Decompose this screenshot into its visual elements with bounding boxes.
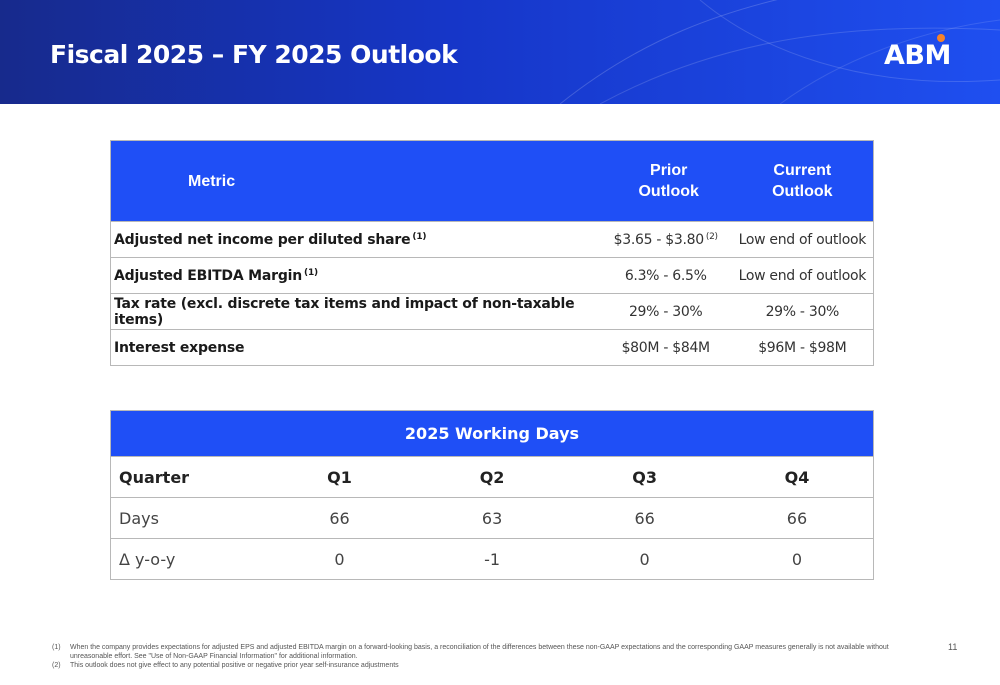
metric-cell: Adjusted EBITDA Margin (1) bbox=[110, 257, 600, 294]
current-outlook-cell: 29% - 30% bbox=[731, 293, 874, 330]
prior-outlook-column-header: Prior Outlook bbox=[599, 140, 732, 222]
footnote-item: (1) When the company provides expectatio… bbox=[52, 643, 932, 661]
prior-value: $3.65 - $3.80 bbox=[613, 231, 705, 248]
days-q3-cell: 66 bbox=[568, 497, 721, 539]
footnote-ref: (2) bbox=[705, 231, 718, 242]
delta-q1-cell: 0 bbox=[263, 538, 416, 580]
footnote-text: This outlook does not give effect to any… bbox=[70, 662, 399, 669]
logo-accent-dot bbox=[937, 34, 945, 42]
current-outlook-column-header: Current Outlook bbox=[731, 140, 874, 222]
days-q2-cell: 63 bbox=[415, 497, 569, 539]
prior-header-line2: Outlook bbox=[638, 183, 699, 200]
delta-q3-cell: 0 bbox=[568, 538, 721, 580]
prior-header-line1: Prior bbox=[650, 162, 688, 179]
footnote-text: When the company provides expectations f… bbox=[70, 644, 889, 660]
page-number: 11 bbox=[948, 642, 958, 652]
header-banner: Fiscal 2025 – FY 2025 Outlook ABM bbox=[0, 0, 1000, 104]
table-row: Adjusted net income per diluted share (1)… bbox=[110, 221, 874, 258]
working-days-table: 2025 Working Days Quarter Q1 Q2 Q3 Q4 Da… bbox=[110, 410, 874, 580]
current-outlook-cell: $96M - $98M bbox=[731, 329, 874, 366]
footnote-number: (2) bbox=[52, 662, 61, 669]
quarter-column-header: Quarter bbox=[110, 456, 264, 498]
metric-label: Adjusted EBITDA Margin bbox=[114, 267, 303, 284]
days-q4-cell: 66 bbox=[720, 497, 874, 539]
q4-column-header: Q4 bbox=[720, 456, 874, 498]
metric-cell: Adjusted net income per diluted share (1) bbox=[110, 221, 600, 258]
footnote-item: (2) This outlook does not give effect to… bbox=[52, 661, 932, 670]
current-outlook-cell: Low end of outlook bbox=[731, 257, 874, 294]
abm-logo: ABM bbox=[884, 40, 951, 71]
q2-column-header: Q2 bbox=[415, 456, 569, 498]
days-q1-cell: 66 bbox=[263, 497, 416, 539]
table-row: Days 66 63 66 66 bbox=[110, 497, 874, 539]
metric-cell: Interest expense bbox=[110, 329, 600, 366]
metric-cell: Tax rate (excl. discrete tax items and i… bbox=[110, 293, 600, 330]
current-header-line1: Current bbox=[773, 162, 832, 179]
delta-q2-cell: -1 bbox=[415, 538, 569, 580]
footnote-ref: (1) bbox=[304, 267, 318, 278]
prior-outlook-cell: 6.3% - 6.5% bbox=[599, 257, 732, 294]
prior-outlook-cell: $80M - $84M bbox=[599, 329, 732, 366]
outlook-header-row: Metric Prior Outlook Current Outlook bbox=[110, 140, 874, 222]
q3-column-header: Q3 bbox=[568, 456, 721, 498]
current-outlook-cell: Low end of outlook bbox=[731, 221, 874, 258]
working-days-title: 2025 Working Days bbox=[110, 410, 874, 457]
table-row: Interest expense $80M - $84M $96M - $98M bbox=[110, 329, 874, 366]
table-row: Adjusted EBITDA Margin (1) 6.3% - 6.5% Lo… bbox=[110, 257, 874, 294]
prior-outlook-cell: $3.65 - $3.80 (2) bbox=[599, 221, 732, 258]
table-row: Tax rate (excl. discrete tax items and i… bbox=[110, 293, 874, 330]
row-label: Δ y-o-y bbox=[110, 538, 264, 580]
outlook-table: Metric Prior Outlook Current Outlook Adj… bbox=[110, 140, 874, 366]
table-row: Δ y-o-y 0 -1 0 0 bbox=[110, 538, 874, 580]
quarter-header-row: Quarter Q1 Q2 Q3 Q4 bbox=[110, 456, 874, 498]
working-days-title-row: 2025 Working Days bbox=[110, 410, 874, 457]
page-title: Fiscal 2025 – FY 2025 Outlook bbox=[50, 40, 458, 69]
header-wave-decoration bbox=[559, 0, 1000, 104]
prior-outlook-cell: 29% - 30% bbox=[599, 293, 732, 330]
q1-column-header: Q1 bbox=[263, 456, 416, 498]
row-label: Days bbox=[110, 497, 264, 539]
footnote-number: (1) bbox=[52, 644, 61, 651]
metric-column-header: Metric bbox=[110, 140, 600, 222]
footnote-ref: (1) bbox=[412, 231, 427, 242]
metric-label: Adjusted net income per diluted share bbox=[114, 231, 411, 248]
footnotes: (1) When the company provides expectatio… bbox=[52, 643, 932, 670]
delta-q4-cell: 0 bbox=[720, 538, 874, 580]
current-header-line2: Outlook bbox=[772, 183, 833, 200]
